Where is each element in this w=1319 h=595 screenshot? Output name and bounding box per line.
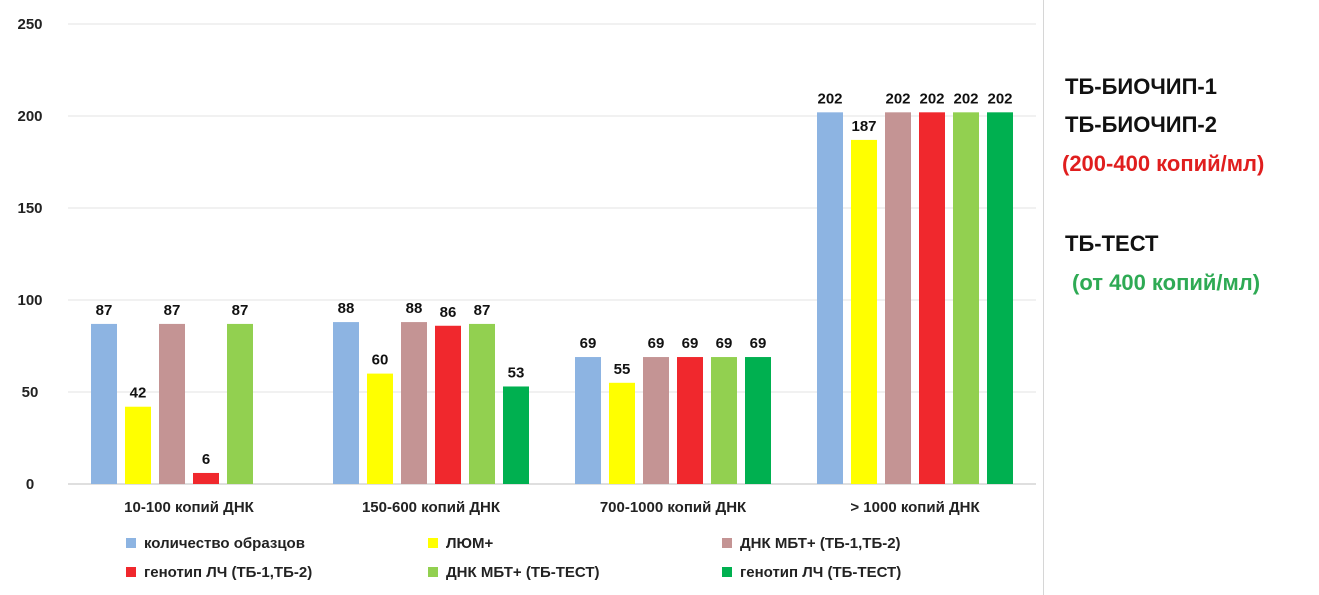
y-tick-label: 100 [17,292,42,309]
bar-series [91,112,1013,485]
data-label: 202 [953,90,978,107]
bar [91,323,117,484]
bar [435,325,461,484]
x-category-label: > 1000 копий ДНК [850,499,980,516]
bar [953,112,979,484]
y-tick-label: 50 [22,384,39,401]
bar [333,322,359,484]
y-axis-tick-labels: 0 50 100 150 200 250 [17,16,42,493]
data-label: 6 [202,451,210,468]
x-category-label: 10-100 копий ДНК [124,499,255,516]
data-label: 53 [508,364,525,381]
legend-label: ДНК МБТ+ (ТБ-1,ТБ-2) [740,535,901,552]
data-label: 202 [885,90,910,107]
bar [851,139,877,485]
data-label: 86 [440,304,457,321]
legend-swatch [428,538,438,548]
bar [987,112,1013,484]
data-label: 87 [232,302,249,319]
bar [609,382,635,484]
data-label: 87 [96,302,113,319]
note-biochip-1: ТБ-БИОЧИП-1 [1065,74,1217,99]
legend-label: генотип ЛЧ (ТБ-1,ТБ-2) [144,564,312,581]
data-label: 202 [987,90,1012,107]
legend-swatch [126,567,136,577]
data-label: 187 [851,118,876,135]
legend-swatch [126,538,136,548]
data-label: 69 [580,335,597,352]
data-label: 55 [614,361,631,378]
data-label: 202 [919,90,944,107]
bar [367,373,393,484]
data-label: 88 [338,300,355,317]
bar [575,357,601,484]
bar [919,112,945,484]
data-label: 202 [817,90,842,107]
bar [677,357,703,484]
legend-label: ЛЮМ+ [446,535,493,552]
data-label: 88 [406,300,423,317]
y-tick-label: 0 [26,476,34,493]
bar [469,323,495,484]
bar [745,357,771,484]
y-tick-label: 200 [17,108,42,125]
legend: количество образцов ЛЮМ+ ДНК МБТ+ (ТБ-1,ТБ… [126,535,901,581]
bar [227,323,253,484]
y-tick-label: 150 [17,200,42,217]
data-label: 87 [474,302,491,319]
bar [643,357,669,484]
data-labels: 87 42 87 6 87 88 60 88 86 87 53 69 55 69 69 69 69 202 187 2… [96,90,1013,468]
legend-swatch [722,538,732,548]
x-category-label: 150-600 копий ДНК [362,499,501,516]
data-label: 69 [648,335,665,352]
note-tb-test-sensitivity: (от 400 копий/мл) [1072,270,1261,295]
legend-label: количество образцов [144,535,305,552]
panel-divider [1043,0,1044,595]
data-label: 87 [164,302,181,319]
legend-label: ДНК МБТ+ (ТБ-ТЕСТ) [446,564,600,581]
bar [817,112,843,484]
bar [503,386,529,484]
bar [193,472,219,484]
data-label: 69 [750,335,767,352]
x-axis-category-labels: 10-100 копий ДНК 150-600 копий ДНК 700-100… [124,499,980,516]
legend-swatch [428,567,438,577]
bar [125,406,151,484]
legend-swatch [722,567,732,577]
data-label: 69 [716,335,733,352]
bar [885,112,911,484]
data-label: 42 [130,385,147,402]
legend-label: генотип ЛЧ (ТБ-ТЕСТ) [740,564,901,581]
data-label: 69 [682,335,699,352]
y-tick-label: 250 [17,16,42,33]
note-biochip-2: ТБ-БИОЧИП-2 [1065,112,1217,137]
bar [711,357,737,484]
bar [159,323,185,484]
note-biochip-sensitivity: (200-400 копий/мл) [1062,151,1265,176]
bar [401,322,427,484]
bar-chart: 0 50 100 150 200 250 87 42 87 6 87 88 60 88 86 87 53 69 5… [17,16,1036,581]
note-tb-test: ТБ-ТЕСТ [1065,231,1159,256]
data-label: 60 [372,352,389,369]
x-category-label: 700-1000 копий ДНК [600,499,747,516]
